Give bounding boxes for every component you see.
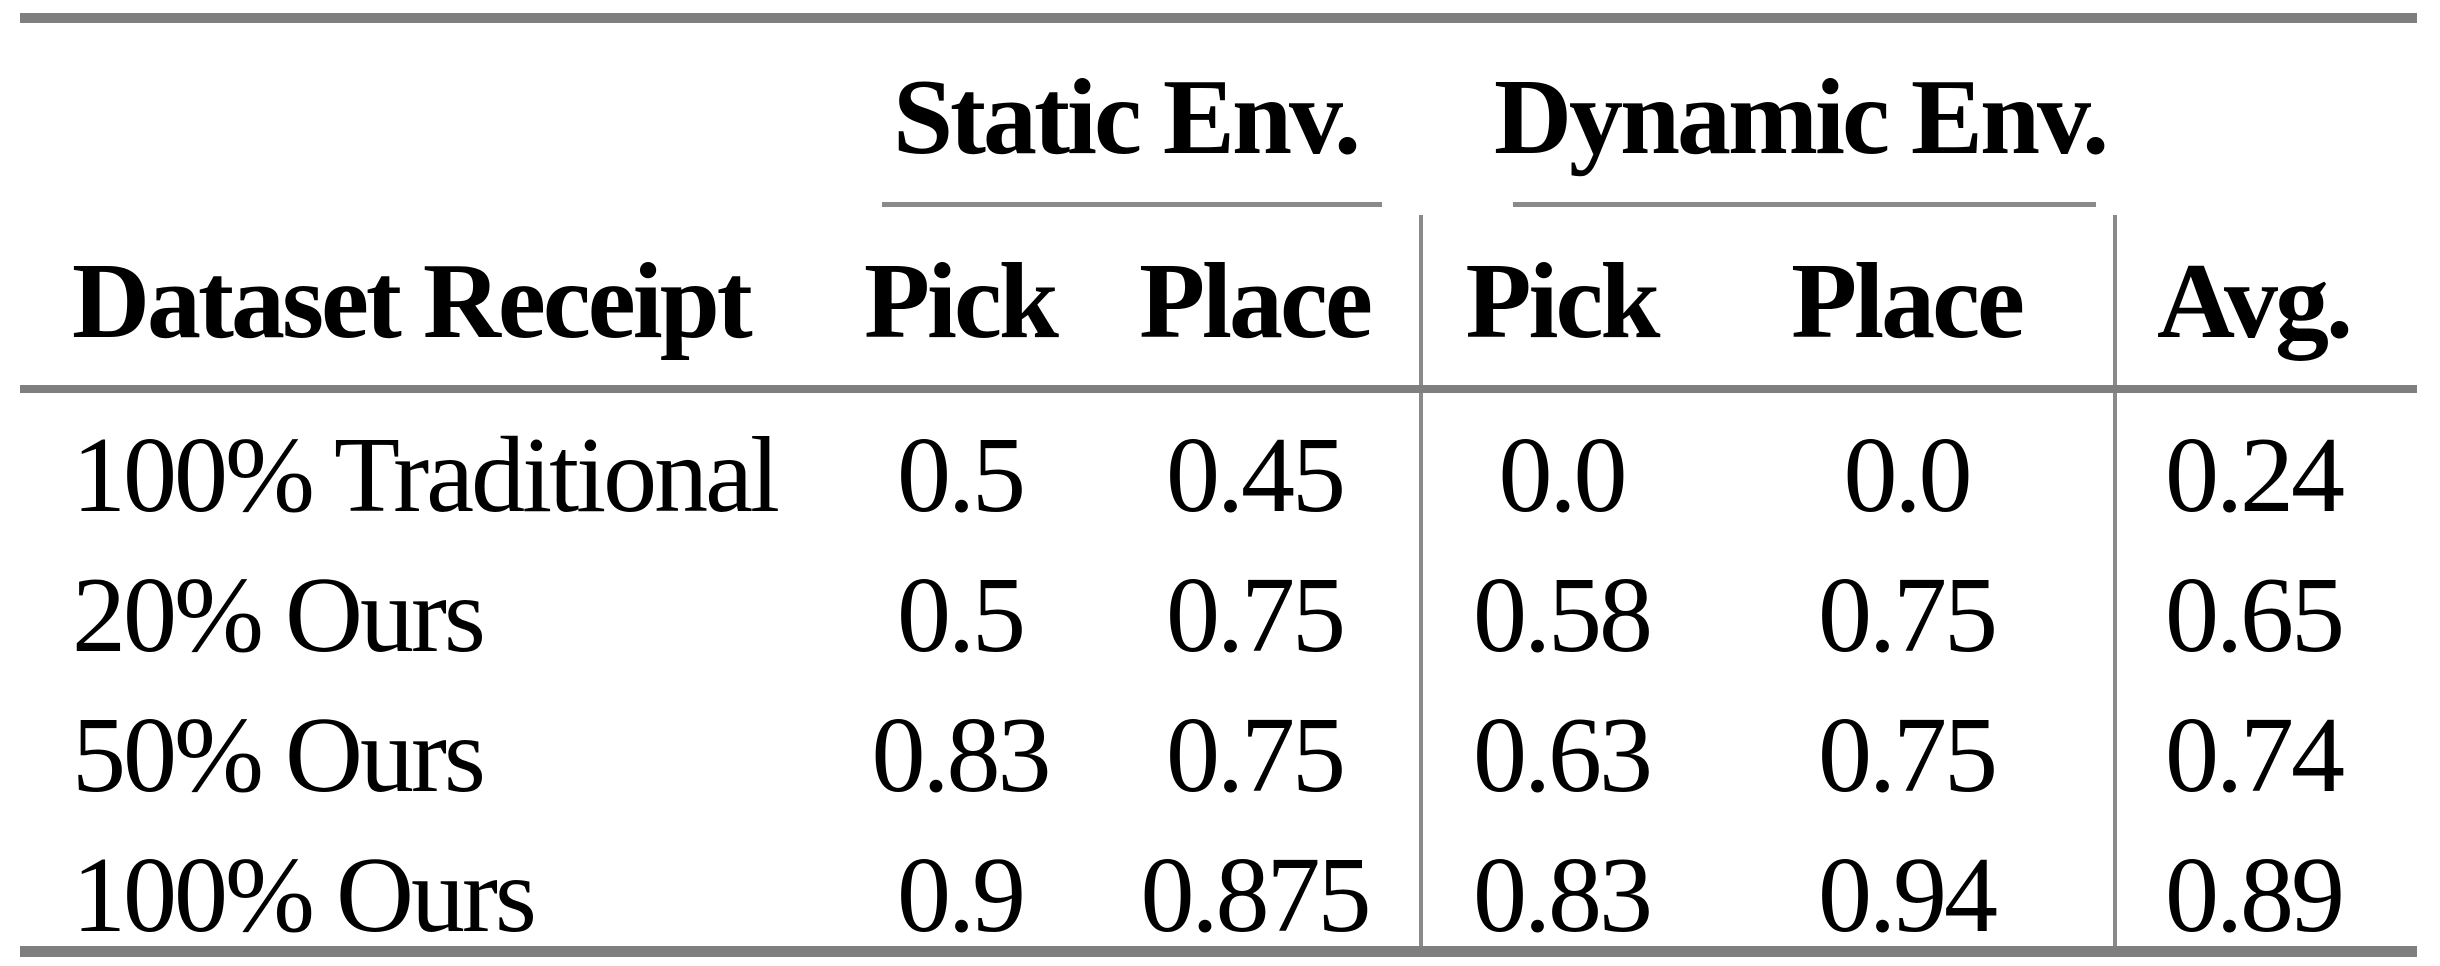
header-static-pick: Pick bbox=[864, 241, 1059, 361]
group-header-row: Static Env. Dynamic Env. bbox=[0, 0, 2440, 215]
cell-static-place: 0.45 bbox=[1166, 416, 1346, 536]
cell-avg: 0.65 bbox=[2113, 528, 2440, 670]
header-avg: Avg. bbox=[2113, 215, 2440, 388]
cell-avg: 0.24 bbox=[2113, 388, 2440, 530]
cell-static-place: 0.75 bbox=[1166, 556, 1346, 676]
table-row: 50% Ours 0.83 0.75 0.63 0.75 0.74 bbox=[0, 668, 2440, 816]
mid-rule bbox=[20, 385, 2417, 393]
cell-static-pick: 0.5 bbox=[897, 416, 1026, 536]
cell-dynamic-place: 0.0 bbox=[1843, 416, 1973, 536]
cell-dynamic-pick: 0.58 bbox=[1419, 528, 1701, 670]
header-spacer bbox=[0, 0, 830, 215]
cell-dynamic-pick: 0.83 bbox=[1419, 808, 1701, 950]
cmidrule-static bbox=[882, 202, 1382, 207]
row-label: 100% Traditional bbox=[72, 416, 780, 536]
table-row: 20% Ours 0.5 0.75 0.58 0.75 0.65 bbox=[0, 528, 2440, 676]
header-dynamic-pick: Pick bbox=[1419, 215, 1701, 388]
cell-static-pick: 0.83 bbox=[871, 696, 1052, 816]
cell-dynamic-place: 0.75 bbox=[1818, 696, 1998, 816]
row-label: 100% Ours bbox=[72, 836, 537, 956]
cell-avg: 0.74 bbox=[2113, 668, 2440, 810]
cell-static-place: 0.75 bbox=[1166, 696, 1346, 816]
column-header-row: Dataset Receipt Pick Place Pick Place Av… bbox=[0, 215, 2440, 388]
top-rule bbox=[20, 13, 2417, 23]
cell-static-pick: 0.9 bbox=[897, 836, 1026, 956]
cell-static-pick: 0.5 bbox=[897, 556, 1026, 676]
group-header-dynamic-env: Dynamic Env. bbox=[1493, 57, 2109, 177]
cell-avg: 0.89 bbox=[2113, 808, 2440, 950]
cmidrule-dynamic bbox=[1513, 202, 2096, 207]
cell-dynamic-place: 0.75 bbox=[1818, 556, 1998, 676]
row-label: 20% Ours bbox=[72, 556, 486, 676]
cell-dynamic-pick: 0.63 bbox=[1419, 668, 1701, 810]
bottom-rule bbox=[20, 946, 2417, 957]
cell-static-place: 0.875 bbox=[1140, 836, 1372, 956]
cell-dynamic-pick: 0.0 bbox=[1419, 388, 1701, 530]
cell-dynamic-place: 0.94 bbox=[1818, 836, 1998, 956]
header-static-place: Place bbox=[1139, 241, 1373, 361]
table-row: 100% Traditional 0.5 0.45 0.0 0.0 0.24 bbox=[0, 388, 2440, 536]
table-row: 100% Ours 0.9 0.875 0.83 0.94 0.89 bbox=[0, 808, 2440, 956]
header-dataset-receipt: Dataset Receipt bbox=[72, 241, 753, 361]
row-label: 50% Ours bbox=[72, 696, 486, 816]
header-spacer bbox=[2115, 0, 2440, 215]
group-header-static-env: Static Env. bbox=[892, 57, 1361, 177]
header-dynamic-place: Place bbox=[1791, 241, 2025, 361]
